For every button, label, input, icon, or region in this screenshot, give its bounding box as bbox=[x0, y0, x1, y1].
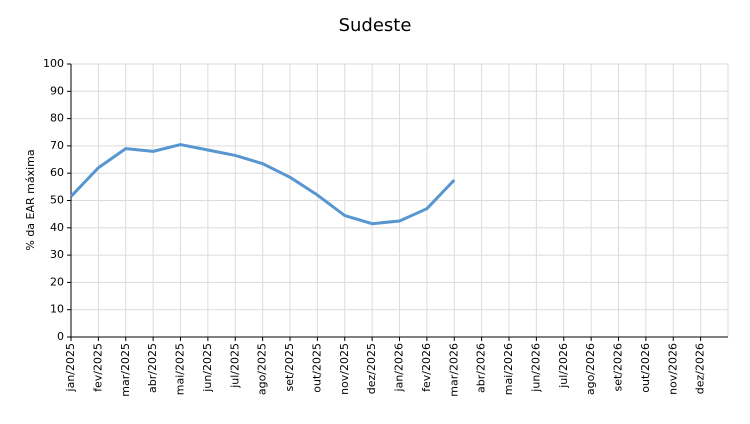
x-tick-label: jun/2026 bbox=[529, 343, 542, 393]
x-tick-label: out/2025 bbox=[310, 343, 323, 393]
x-tick-label: jul/2025 bbox=[228, 343, 241, 389]
y-tick-label: 100 bbox=[43, 57, 64, 70]
y-tick-label: 70 bbox=[50, 139, 64, 152]
y-tick-label: 50 bbox=[50, 194, 64, 207]
y-tick-label: 60 bbox=[50, 166, 64, 179]
x-tick-label: fev/2025 bbox=[91, 343, 104, 392]
y-tick-label: 30 bbox=[50, 248, 64, 261]
x-tick-label: jul/2026 bbox=[557, 343, 570, 389]
x-tick-label: nov/2025 bbox=[338, 343, 351, 395]
y-tick-label: 10 bbox=[50, 303, 64, 316]
x-tick-label: abr/2025 bbox=[146, 343, 159, 393]
x-tick-label: out/2026 bbox=[639, 343, 652, 393]
x-tick-label: mai/2026 bbox=[502, 343, 515, 395]
x-tick-label: set/2025 bbox=[283, 343, 296, 392]
y-tick-label: 0 bbox=[57, 330, 64, 343]
x-tick-label: dez/2026 bbox=[694, 343, 707, 394]
x-tick-label: abr/2026 bbox=[475, 343, 488, 393]
x-tick-label: jan/2026 bbox=[393, 343, 406, 392]
x-tick-label: mar/2025 bbox=[119, 343, 132, 397]
y-tick-label: 90 bbox=[50, 84, 64, 97]
x-tick-label: nov/2026 bbox=[666, 343, 679, 395]
x-tick-label: mai/2025 bbox=[174, 343, 187, 395]
line-series bbox=[69, 143, 456, 226]
x-tick-label: jun/2025 bbox=[201, 343, 214, 393]
x-tick-label: ago/2025 bbox=[256, 343, 269, 395]
y-tick-label: 40 bbox=[50, 221, 64, 234]
x-tick-label: mar/2026 bbox=[447, 343, 460, 397]
x-tick-label: dez/2025 bbox=[365, 343, 378, 394]
x-tick-label: jan/2025 bbox=[64, 343, 77, 392]
chart-title: Sudeste bbox=[339, 15, 412, 36]
x-tick-label: fev/2026 bbox=[420, 343, 433, 392]
y-axis-label: % da EAR máxima bbox=[24, 149, 37, 250]
x-tick-label: ago/2026 bbox=[584, 343, 597, 395]
x-tick-label: set/2026 bbox=[612, 343, 625, 392]
y-tick-label: 80 bbox=[50, 112, 64, 125]
y-tick-label: 20 bbox=[50, 275, 64, 288]
